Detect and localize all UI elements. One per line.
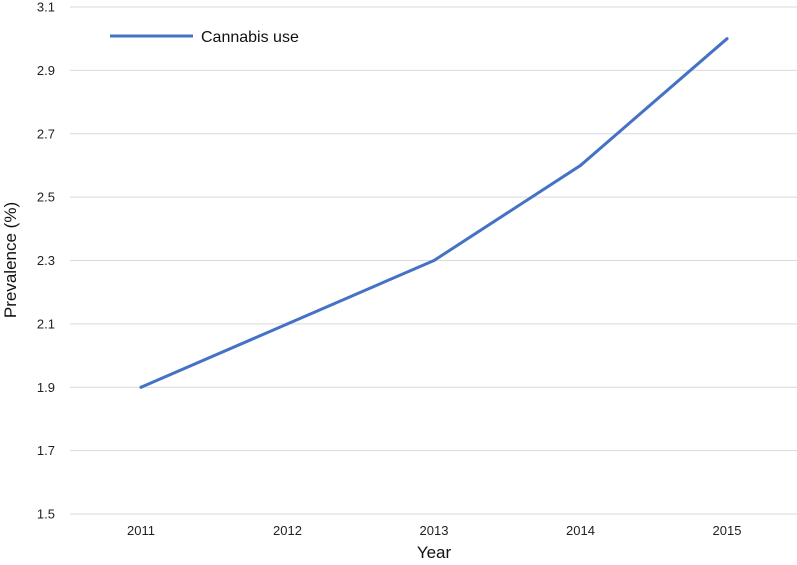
- legend-label: Cannabis use: [201, 29, 299, 46]
- y-tick-label: 2.1: [37, 316, 55, 331]
- series-lines: [139, 37, 729, 389]
- data-point: [139, 385, 143, 389]
- y-tick-label: 1.9: [37, 380, 55, 395]
- x-tick-labels: 2011 2012 2013 2014 2015: [127, 523, 741, 538]
- x-tick-label: 2015: [713, 523, 742, 538]
- y-tick-label: 3.1: [37, 0, 55, 15]
- y-tick-labels: 1.5 1.7 1.9 2.1 2.3 2.5 2.7 2.9 3.1: [37, 0, 55, 522]
- x-tick-label: 2013: [420, 523, 449, 538]
- y-tick-label: 2.5: [37, 190, 55, 205]
- data-point: [725, 37, 729, 41]
- x-tick-label: 2011: [127, 523, 155, 538]
- series-line-0: [139, 37, 729, 389]
- y-tick-label: 2.7: [37, 126, 55, 141]
- y-tick-label: 2.9: [37, 63, 55, 78]
- x-tick-label: 2014: [566, 523, 595, 538]
- y-tick-label: 1.5: [37, 507, 55, 522]
- data-point: [286, 322, 289, 326]
- data-point: [432, 259, 436, 262]
- legend: Cannabis use: [110, 29, 299, 46]
- y-axis-title: Prevalence (%): [1, 202, 20, 318]
- data-point: [579, 163, 582, 167]
- x-tick-label: 2012: [273, 523, 302, 538]
- y-tick-label: 2.3: [37, 253, 55, 268]
- y-tick-label: 1.7: [37, 443, 55, 458]
- x-axis-title: Year: [417, 543, 452, 562]
